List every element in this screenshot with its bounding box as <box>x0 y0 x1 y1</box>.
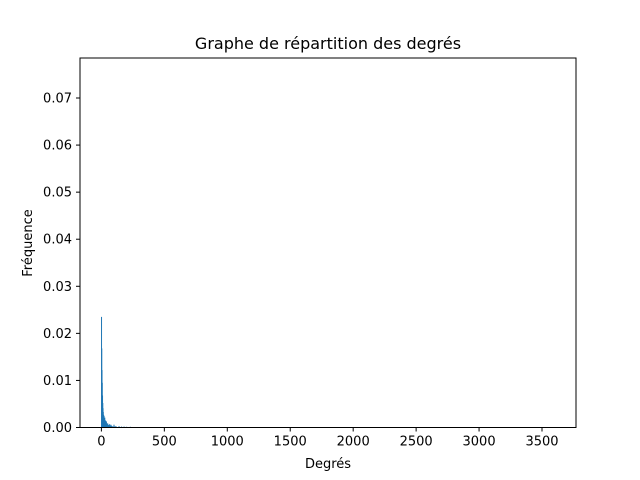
x-axis-label: Degrés <box>305 457 351 472</box>
bar <box>114 426 116 428</box>
y-axis-label: Fréquence <box>21 209 36 276</box>
bar <box>112 426 114 428</box>
x-tick-label: 1000 <box>211 435 244 450</box>
bar <box>110 425 112 428</box>
y-tick-label: 0.03 <box>43 280 72 295</box>
y-tick-label: 0.06 <box>43 139 72 154</box>
chart-title: Graphe de répartition des degrés <box>195 34 461 53</box>
x-tick-label: 3000 <box>463 435 496 450</box>
bar <box>106 424 108 428</box>
bar <box>107 423 109 428</box>
y-tick-label: 0.07 <box>43 92 72 107</box>
x-tick-label: 500 <box>152 435 177 450</box>
bar <box>110 424 112 428</box>
x-tick-label: 2500 <box>400 435 433 450</box>
bar <box>109 424 111 428</box>
bar <box>113 424 115 428</box>
y-tick-label: 0.01 <box>43 374 72 389</box>
bar <box>108 425 110 428</box>
x-tick-label: 0 <box>97 435 105 450</box>
y-tick-label: 0.05 <box>43 186 72 201</box>
bar <box>118 426 120 428</box>
bar <box>109 425 111 428</box>
plot-frame <box>79 57 577 428</box>
x-axis: 0 500 1000 1500 2000 2500 3000 3500 <box>97 427 559 450</box>
y-tick-label: 0.00 <box>43 421 72 436</box>
y-tick-label: 0.02 <box>43 327 72 342</box>
x-tick-label: 1500 <box>274 435 307 450</box>
y-tick-label: 0.04 <box>43 233 72 248</box>
y-axis: 0.00 0.01 0.02 0.03 0.04 0.05 0.06 0.07 <box>43 92 80 436</box>
x-tick-label: 2000 <box>337 435 370 450</box>
x-tick-label: 3500 <box>525 435 558 450</box>
bar <box>107 424 109 428</box>
